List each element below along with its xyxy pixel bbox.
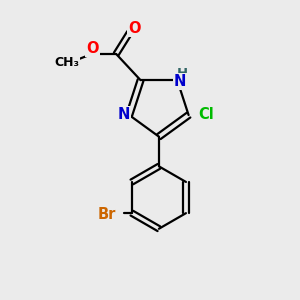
Text: CH₃: CH₃	[54, 56, 80, 69]
Text: O: O	[128, 21, 140, 36]
Text: N: N	[118, 107, 130, 122]
Text: O: O	[86, 40, 99, 56]
Text: N: N	[174, 74, 186, 89]
Text: Cl: Cl	[198, 107, 214, 122]
Text: Br: Br	[98, 207, 116, 222]
Text: H: H	[177, 67, 188, 80]
